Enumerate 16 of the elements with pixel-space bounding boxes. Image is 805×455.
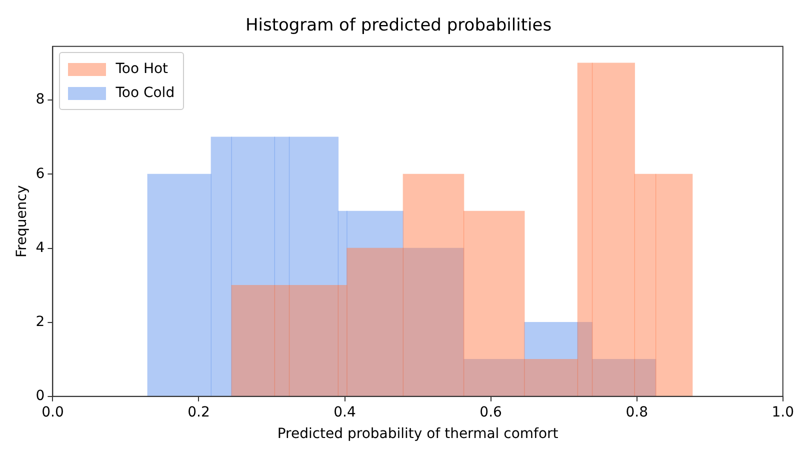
legend-label: Too Hot <box>116 60 168 80</box>
x-tick-label: 0.0 <box>42 404 64 420</box>
y-tick-label: 8 <box>36 92 45 108</box>
x-tick-label: 1.0 <box>772 404 794 420</box>
y-tick-label: 6 <box>36 166 45 182</box>
chart-title: Histogram of predicted probabilities <box>245 16 552 36</box>
x-axis-title: Predicted probability of thermal comfort <box>277 426 559 442</box>
y-tick-label: 2 <box>36 314 45 330</box>
y-axis-title: Frequency <box>14 185 30 258</box>
x-tick-label: 0.6 <box>480 404 502 420</box>
y-tick-label: 4 <box>36 240 45 256</box>
x-tick-label: 0.4 <box>334 404 356 420</box>
y-tick-label: 0 <box>36 388 45 404</box>
legend-label: Too Cold <box>116 84 175 104</box>
x-tick-label: 0.8 <box>626 404 648 420</box>
x-tick-label: 0.2 <box>188 404 210 420</box>
